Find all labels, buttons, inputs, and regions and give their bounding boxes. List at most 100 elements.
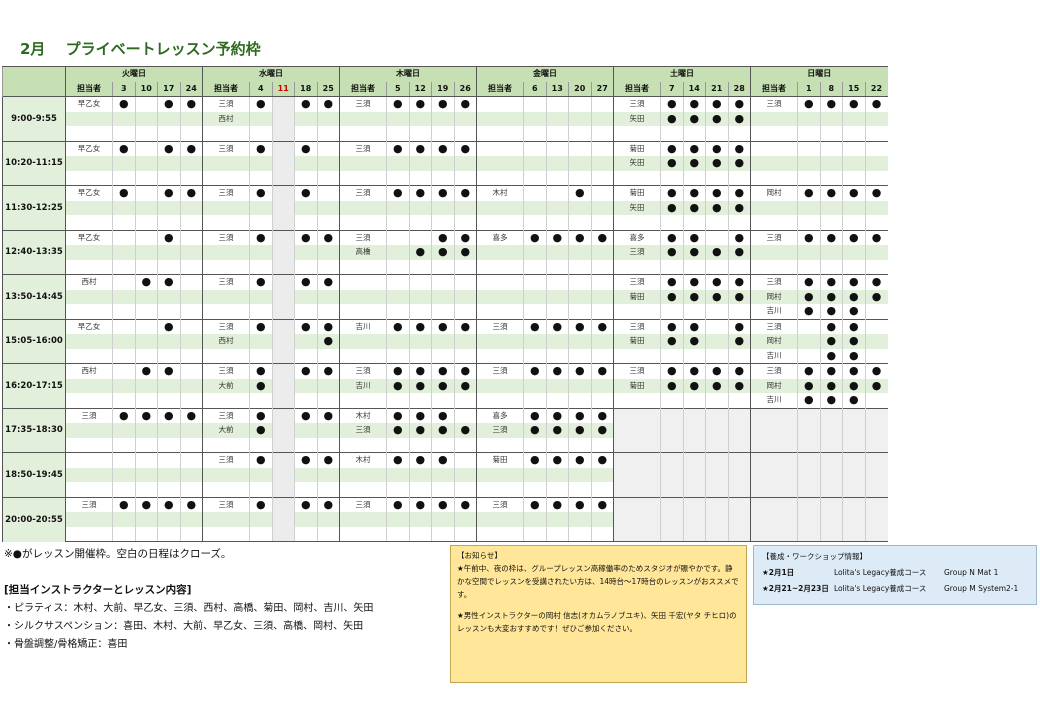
- empty-cell: [797, 200, 820, 215]
- empty-cell: [523, 467, 546, 482]
- instructor-name: [202, 215, 250, 230]
- empty-cell: [453, 348, 477, 364]
- closed-cell: [842, 452, 865, 468]
- empty-cell: [545, 259, 569, 275]
- closed-cell: [705, 452, 728, 468]
- lesson-dot: ●: [727, 96, 751, 112]
- empty-cell: [179, 245, 203, 260]
- empty-cell: [157, 482, 180, 497]
- empty-cell: [545, 140, 569, 156]
- empty-cell: [179, 200, 203, 215]
- empty-cell: [545, 393, 569, 408]
- lesson-dot: ●: [705, 111, 728, 126]
- instructor-name: [65, 482, 113, 497]
- empty-cell: [590, 526, 614, 542]
- empty-cell: [590, 215, 614, 230]
- instructor-name: 菊田: [476, 452, 524, 468]
- closed-cell: [819, 526, 843, 542]
- instructor-name: 三須: [750, 274, 798, 290]
- time-slot: 16:20-17:15: [2, 363, 66, 408]
- empty-cell: [249, 393, 272, 408]
- empty-cell: [316, 170, 340, 186]
- instructor-name: [476, 126, 524, 141]
- instructor-name: [339, 304, 387, 319]
- closed-cell: [727, 452, 751, 468]
- instructor-name: [65, 378, 113, 393]
- lesson-dot: ●: [568, 423, 591, 438]
- instructor-name: [613, 348, 661, 364]
- empty-cell: [523, 512, 546, 527]
- workshop-course: Lolita's Legacy養成コース: [834, 568, 927, 577]
- empty-cell: [112, 289, 135, 304]
- lesson-dot: ●: [545, 452, 569, 468]
- day-label: 土曜日: [613, 66, 751, 82]
- empty-cell: [271, 348, 295, 364]
- empty-cell: [705, 334, 728, 349]
- lesson-dot: ●: [523, 452, 546, 468]
- empty-cell: [842, 200, 865, 215]
- lesson-dot: ●: [545, 423, 569, 438]
- instructor-name: 西村: [202, 111, 250, 126]
- closed-cell: [682, 496, 706, 512]
- instructor-name: [613, 170, 661, 186]
- instructor-name: 岡村: [750, 289, 798, 304]
- empty-cell: [523, 482, 546, 497]
- lesson-dot: ●: [249, 363, 272, 379]
- slot-row: [3, 467, 888, 482]
- slot-row: 吉川 ● ● ●: [3, 393, 888, 408]
- empty-cell: [271, 200, 295, 215]
- empty-cell: [157, 156, 180, 171]
- lesson-dot: ●: [797, 274, 820, 290]
- empty-cell: [842, 111, 865, 126]
- empty-cell: [294, 393, 317, 408]
- instructor-name: [476, 274, 524, 290]
- lesson-dot: ●: [568, 229, 591, 245]
- slot-row: 17:35-18:30 三須 ● ● ● ● 三須 ● ● ● 木村 ● ● ● 喜多 ● ● ● ●: [2, 407, 888, 453]
- instructor-name: 吉川: [339, 318, 387, 334]
- empty-cell: [408, 334, 432, 349]
- lesson-dot: ●: [545, 363, 569, 379]
- instructor-name: [750, 111, 798, 126]
- slot-row: [3, 512, 888, 527]
- lesson-dot: ●: [453, 496, 477, 512]
- empty-cell: [590, 140, 614, 156]
- lesson-dot: ●: [294, 185, 317, 201]
- empty-cell: [797, 334, 820, 349]
- empty-cell: [842, 170, 865, 186]
- date-header: 17: [157, 81, 180, 97]
- lesson-dot: ●: [797, 289, 820, 304]
- empty-cell: [249, 304, 272, 319]
- closed-cell: [705, 496, 728, 512]
- instructor-name: [476, 245, 524, 260]
- lesson-dot: ●: [134, 407, 158, 423]
- empty-cell: [134, 185, 158, 201]
- empty-cell: [157, 348, 180, 364]
- instructor-name: 三須: [750, 318, 798, 334]
- empty-cell: [842, 259, 865, 275]
- empty-cell: [660, 126, 683, 141]
- empty-cell: [453, 215, 477, 230]
- lesson-dot: ●: [797, 304, 820, 319]
- date-header: 7: [660, 81, 683, 97]
- lesson-dot: ●: [797, 96, 820, 112]
- empty-cell: [112, 512, 135, 527]
- empty-cell: [842, 245, 865, 260]
- closed-cell: [797, 496, 820, 512]
- instructor-header: 担当者: [339, 81, 387, 97]
- instructor-name: [476, 512, 524, 527]
- empty-cell: [179, 393, 203, 408]
- instructor-header: 担当者: [476, 81, 524, 97]
- empty-cell: [112, 452, 135, 468]
- instructor-name: 早乙女: [65, 96, 113, 112]
- lesson-dot: ●: [431, 452, 454, 468]
- instructor-name: [65, 289, 113, 304]
- empty-cell: [545, 512, 569, 527]
- empty-cell: [453, 304, 477, 319]
- lesson-dot: ●: [819, 274, 843, 290]
- lesson-dot: ●: [590, 318, 614, 334]
- empty-cell: [294, 245, 317, 260]
- time-slot: 13:50-14:45: [2, 274, 66, 319]
- instructor-name: [65, 526, 113, 542]
- instructor-name: [339, 348, 387, 364]
- empty-cell: [590, 245, 614, 260]
